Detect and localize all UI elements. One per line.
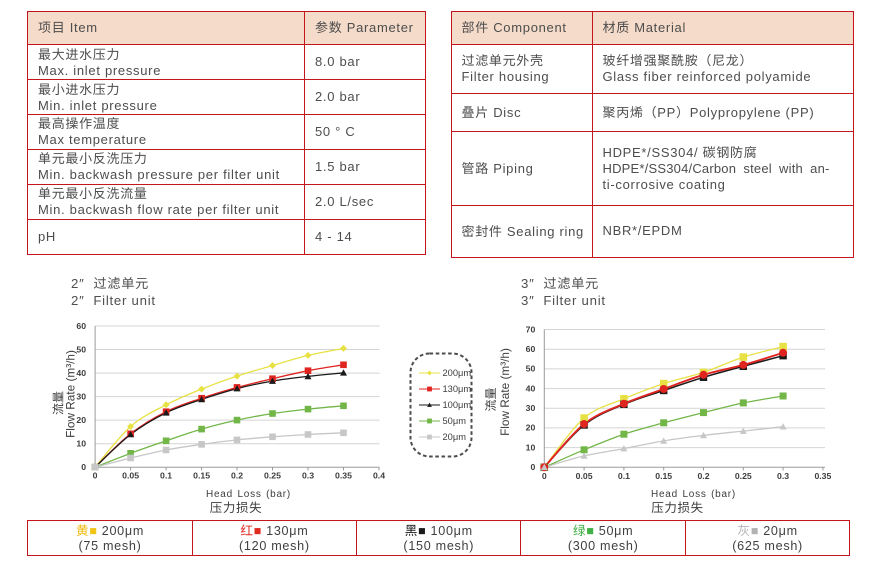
svg-text:0: 0	[542, 471, 547, 481]
svg-text:0.3: 0.3	[777, 471, 789, 481]
svg-text:0.35: 0.35	[814, 471, 831, 481]
svg-text:0: 0	[530, 462, 535, 472]
svg-text:0.25: 0.25	[735, 471, 752, 481]
svg-text:30: 30	[526, 403, 536, 413]
svg-text:Flow Rate (m³/h): Flow Rate (m³/h)	[498, 348, 512, 436]
svg-text:50: 50	[526, 364, 536, 374]
svg-text:0.2: 0.2	[231, 471, 243, 481]
svg-text:0.25: 0.25	[264, 471, 281, 481]
svg-text:130μm: 130μm	[443, 384, 472, 394]
svg-text:0.15: 0.15	[193, 471, 210, 481]
svg-text:10: 10	[76, 439, 86, 449]
svg-text:50μm: 50μm	[443, 416, 467, 426]
svg-text:0.15: 0.15	[655, 471, 672, 481]
svg-text:20μm: 20μm	[443, 432, 467, 442]
svg-text:0.05: 0.05	[576, 471, 593, 481]
svg-text:100μm: 100μm	[443, 400, 472, 410]
svg-text:0.05: 0.05	[122, 471, 139, 481]
svg-text:30: 30	[76, 391, 86, 401]
svg-text:0.3: 0.3	[302, 471, 314, 481]
svg-text:40: 40	[76, 368, 86, 378]
svg-text:50: 50	[76, 344, 86, 354]
svg-text:0.1: 0.1	[618, 471, 630, 481]
svg-text:0.1: 0.1	[160, 471, 172, 481]
svg-text:60: 60	[526, 344, 536, 354]
svg-text:10: 10	[526, 442, 536, 452]
svg-text:20: 20	[76, 415, 86, 425]
svg-text:0.35: 0.35	[335, 471, 352, 481]
svg-text:40: 40	[526, 383, 536, 393]
svg-text:70: 70	[526, 324, 536, 334]
svg-text:流量: 流量	[482, 387, 499, 411]
svg-text:20: 20	[526, 423, 536, 433]
svg-text:0: 0	[93, 471, 98, 481]
svg-text:流量: 流量	[50, 391, 67, 415]
svg-text:60: 60	[76, 321, 86, 331]
svg-text:0: 0	[81, 462, 86, 472]
svg-text:200μm: 200μm	[443, 368, 472, 378]
svg-text:0.2: 0.2	[697, 471, 709, 481]
svg-text:Flow Rate (m³/h): Flow Rate (m³/h)	[63, 350, 77, 438]
svg-text:0.4: 0.4	[373, 471, 385, 481]
